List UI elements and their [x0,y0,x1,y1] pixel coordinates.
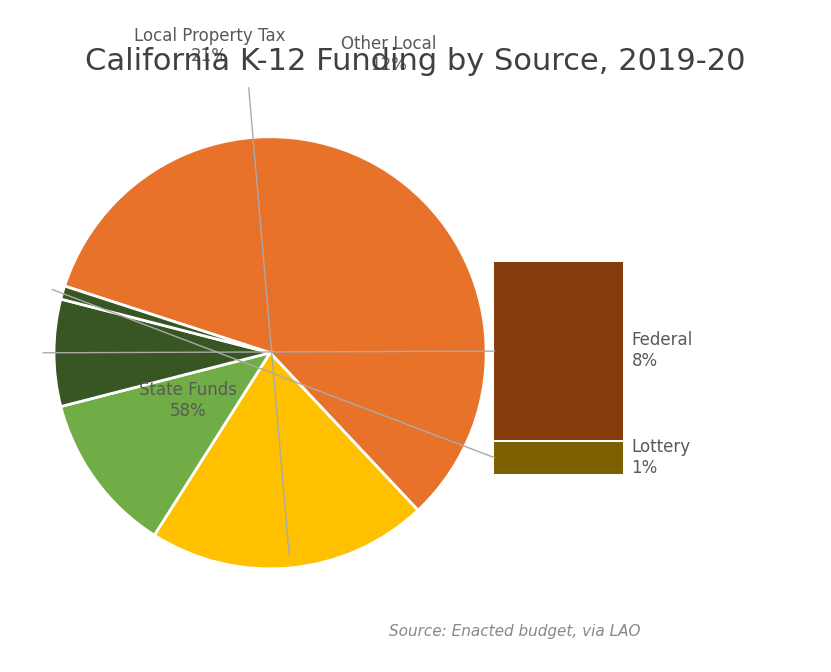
Wedge shape [155,353,418,569]
Text: Local Property Tax
21%: Local Property Tax 21% [134,27,285,65]
Text: Lottery
1%: Lottery 1% [632,438,691,477]
Text: California K-12 Funding by Source, 2019-20: California K-12 Funding by Source, 2019-… [86,47,745,76]
Text: Other Local
12%: Other Local 12% [342,35,436,74]
Text: State Funds
58%: State Funds 58% [139,381,237,420]
Wedge shape [61,353,270,535]
Wedge shape [61,286,270,353]
Text: Federal
8%: Federal 8% [632,331,693,370]
Text: Source: Enacted budget, via LAO: Source: Enacted budget, via LAO [390,624,641,639]
Wedge shape [65,136,486,510]
Wedge shape [54,299,270,407]
